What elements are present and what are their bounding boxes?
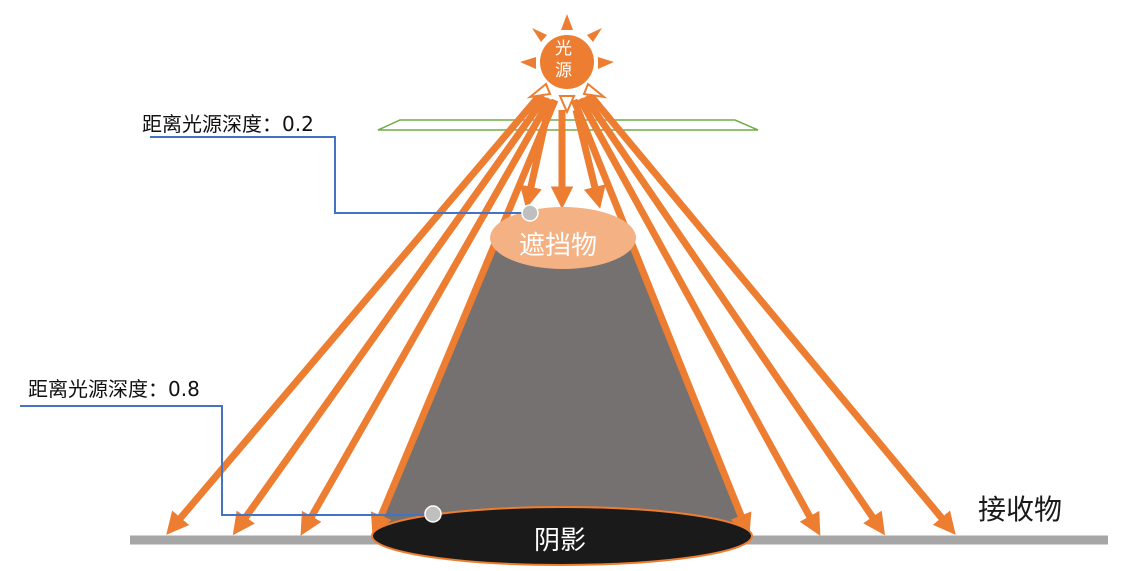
ray <box>300 97 554 536</box>
light-source-icon <box>520 14 614 115</box>
depth-marker-top <box>521 204 539 222</box>
depth-leader-top <box>150 136 528 214</box>
light-source-label-1: 光 <box>555 39 572 59</box>
ray <box>572 109 606 209</box>
ray <box>519 109 552 209</box>
ray <box>370 98 559 537</box>
depth-leader-bottom <box>20 405 432 516</box>
ray <box>576 97 821 536</box>
light-source-label-2: 源 <box>555 61 572 81</box>
light-rays <box>166 92 956 537</box>
ray <box>166 92 543 535</box>
occluder-label: 遮挡物 <box>519 231 598 261</box>
ray <box>570 98 752 537</box>
near-plane <box>377 119 759 131</box>
occluder-ellipse <box>490 207 636 269</box>
ray <box>587 92 956 535</box>
shadow-ellipse <box>371 506 753 566</box>
ray <box>232 94 548 536</box>
depth-label-bottom: 距离光源深度：0.8 <box>28 377 200 401</box>
shadow-cone <box>375 250 750 530</box>
shadow-label: 阴影 <box>534 526 587 556</box>
receiver-label: 接收物 <box>978 493 1063 526</box>
depth-label-top: 距离光源深度：0.2 <box>142 112 314 136</box>
depth-marker-bottom <box>424 505 442 523</box>
ray <box>582 95 886 536</box>
